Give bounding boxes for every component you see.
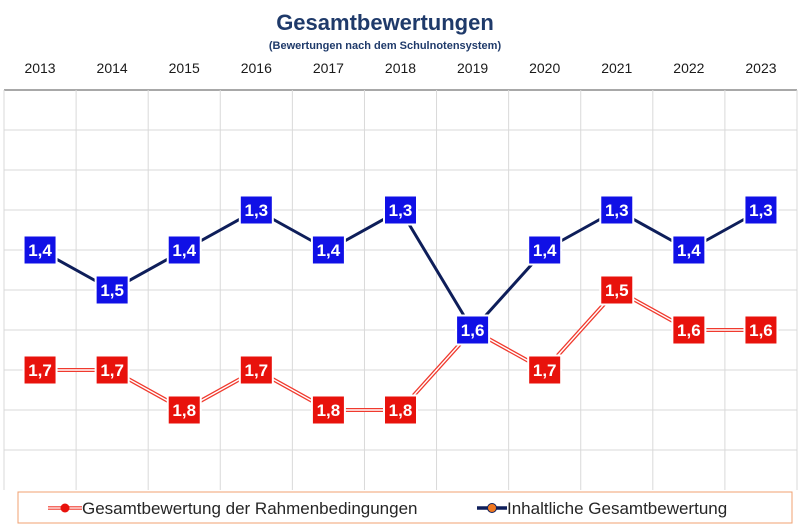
data-label-red: 1,7 <box>244 361 268 380</box>
series-layer: 1,7 1,7 1,8 1,7 1,8 1,8 1,6 1,7 1,5 1,6 1,6 1,4 1,5 1… <box>22 194 779 426</box>
data-label-red: 1,8 <box>172 401 196 420</box>
data-point-blue <box>527 234 563 266</box>
data-label-red: 1,8 <box>389 401 413 420</box>
data-point-blue <box>22 234 58 266</box>
x-tick-label: 2023 <box>745 60 776 76</box>
data-label-red: 1,7 <box>100 361 124 380</box>
data-label-blue: 1,3 <box>605 201 629 220</box>
data-label-red: 1,6 <box>749 321 773 340</box>
data-point-red <box>743 314 779 346</box>
x-tick-label: 2016 <box>241 60 272 76</box>
data-label-blue: 1,5 <box>100 281 124 300</box>
data-point-blue <box>671 234 707 266</box>
data-label-blue: 1,3 <box>244 201 268 220</box>
data-label-red: 1,6 <box>677 321 701 340</box>
data-label-blue: 1,4 <box>172 241 196 260</box>
legend-label-red: Gesamtbewertung der Rahmenbedingungen <box>82 499 418 518</box>
data-point-blue <box>383 194 418 226</box>
data-point-red <box>94 354 130 386</box>
data-point-red <box>22 354 58 386</box>
data-point-red <box>310 394 346 426</box>
x-tick-label: 2015 <box>169 60 200 76</box>
data-point-red <box>671 314 707 346</box>
data-label-red: 1,7 <box>28 361 52 380</box>
data-label-blue: 1,4 <box>28 241 52 260</box>
data-point-blue <box>238 194 274 226</box>
x-tick-label: 2017 <box>313 60 344 76</box>
x-tick-label: 2018 <box>385 60 416 76</box>
data-point-blue <box>599 194 635 226</box>
data-point-blue <box>310 234 346 266</box>
data-label-blue: 1,4 <box>317 241 341 260</box>
data-label-red: 1,8 <box>317 401 341 420</box>
data-label-blue: 1,4 <box>677 241 701 260</box>
legend-marker-red <box>60 503 70 513</box>
data-point-red <box>527 354 563 386</box>
x-tick-label: 2013 <box>24 60 55 76</box>
x-tick-label: 2022 <box>673 60 704 76</box>
chart-subtitle: (Bewertungen nach dem Schulnotensystem) <box>269 40 502 52</box>
data-point-red <box>238 354 274 386</box>
data-label-blue: 1,3 <box>389 201 413 220</box>
data-label-blue: 1,6 <box>461 321 485 340</box>
x-tick-label: 2019 <box>457 60 488 76</box>
chart-title: Gesamtbewertungen <box>276 10 494 35</box>
data-point-blue <box>455 314 491 346</box>
data-point-blue <box>94 274 130 306</box>
data-label-red: 1,7 <box>533 361 557 380</box>
data-label-blue: 1,3 <box>749 201 773 220</box>
legend: Gesamtbewertung der Rahmenbedingungen In… <box>17 491 793 524</box>
data-point-red <box>383 394 418 426</box>
legend-box <box>17 491 793 524</box>
x-tick-label: 2021 <box>601 60 632 76</box>
legend-item-red: Gesamtbewertung der Rahmenbedingungen <box>48 499 418 518</box>
data-point-red <box>599 274 635 306</box>
x-axis: 2013 2014 2015 2016 2017 2018 2019 2020 2021 2022… <box>24 60 776 76</box>
legend-item-blue: Inhaltliche Gesamtbewertung <box>477 499 727 518</box>
legend-marker-blue <box>487 503 497 513</box>
data-point-blue <box>166 234 202 266</box>
data-label-blue: 1,4 <box>533 241 557 260</box>
data-label-red: 1,5 <box>605 281 629 300</box>
x-tick-label: 2014 <box>97 60 128 76</box>
data-point-blue <box>743 194 779 226</box>
legend-label-blue: Inhaltliche Gesamtbewertung <box>507 499 727 518</box>
x-tick-label: 2020 <box>529 60 560 76</box>
data-point-red <box>166 394 202 426</box>
